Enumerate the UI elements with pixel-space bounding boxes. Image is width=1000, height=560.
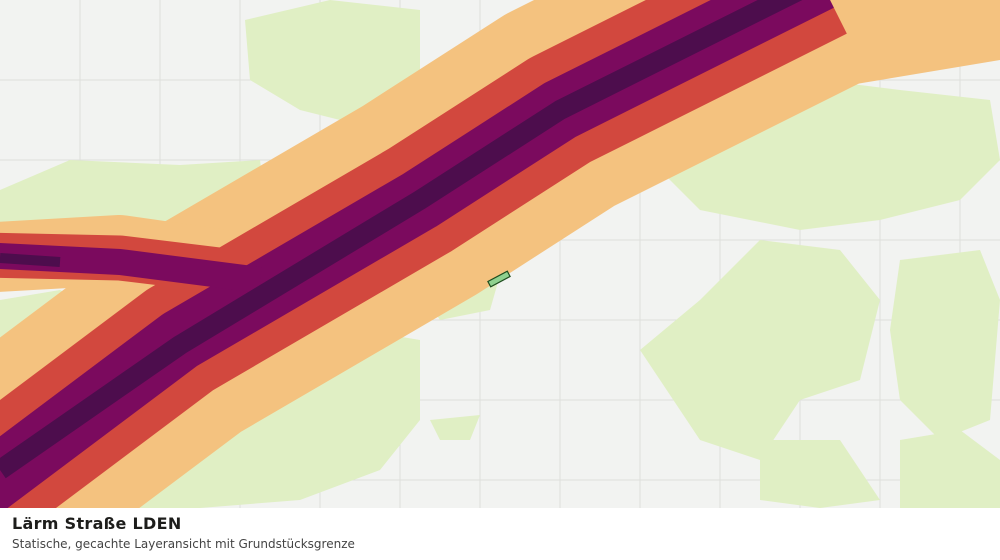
noise-band-70 — [0, 0, 803, 479]
map-title: Lärm Straße LDEN — [12, 514, 182, 533]
noise-band-70-branch — [0, 253, 61, 267]
map-layer — [0, 0, 1000, 508]
map-subtitle: Statische, gecachte Layeransicht mit Gru… — [12, 537, 355, 551]
noise-map — [0, 0, 1000, 508]
caption: Lärm Straße LDEN Statische, gecachte Lay… — [0, 508, 1000, 560]
noise-bands — [0, 0, 1000, 508]
parcel-boundary[interactable] — [487, 270, 511, 288]
